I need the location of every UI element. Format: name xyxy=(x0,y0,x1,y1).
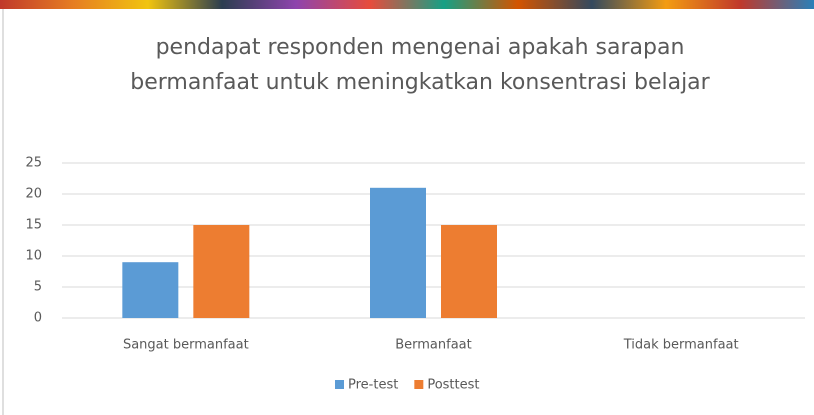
y-tick-label: 5 xyxy=(34,280,42,295)
bar xyxy=(370,188,426,318)
y-tick-label: 25 xyxy=(25,156,42,171)
y-tick-label: 10 xyxy=(25,249,42,264)
legend-label: Pre-test xyxy=(348,378,398,393)
y-tick-label: 20 xyxy=(25,187,42,202)
legend-swatch xyxy=(414,380,423,389)
y-tick-label: 0 xyxy=(34,311,42,326)
y-tick-label: 15 xyxy=(25,218,42,233)
screenshot: 0 5 10 15 20 25 Sangat bermanfaat Bermanfaat Tid… xyxy=(0,0,814,415)
bar xyxy=(122,262,178,318)
bar xyxy=(193,225,249,318)
x-tick-label: Tidak bermanfaat xyxy=(623,338,739,353)
bar xyxy=(441,225,497,318)
chart-title: pendapat responden mengenai apakah sarap… xyxy=(110,30,730,100)
x-tick-label: Sangat bermanfaat xyxy=(123,338,249,353)
x-tick-label: Bermanfaat xyxy=(395,338,472,353)
legend-label: Posttest xyxy=(427,378,479,393)
legend-swatch xyxy=(335,380,344,389)
